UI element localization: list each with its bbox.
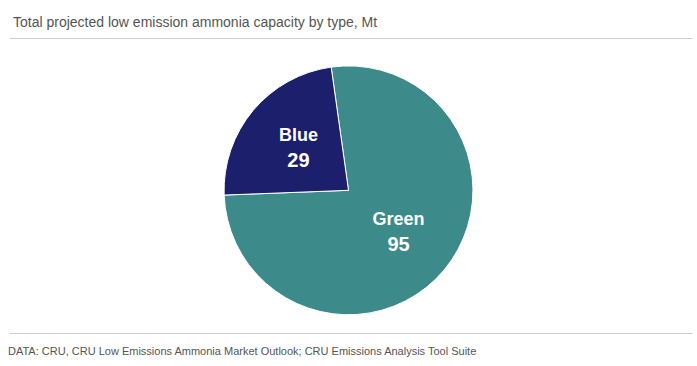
svg-text:95: 95	[387, 233, 409, 255]
svg-text:DATA: CRU, CRU Low Emissions A: DATA: CRU, CRU Low Emissions Ammonia Mar…	[8, 345, 476, 357]
svg-text:Green: Green	[373, 209, 425, 229]
svg-text:29: 29	[287, 149, 309, 171]
svg-text:Blue: Blue	[279, 125, 318, 145]
svg-text:Total projected low emission a: Total projected low emission ammonia cap…	[13, 14, 377, 30]
